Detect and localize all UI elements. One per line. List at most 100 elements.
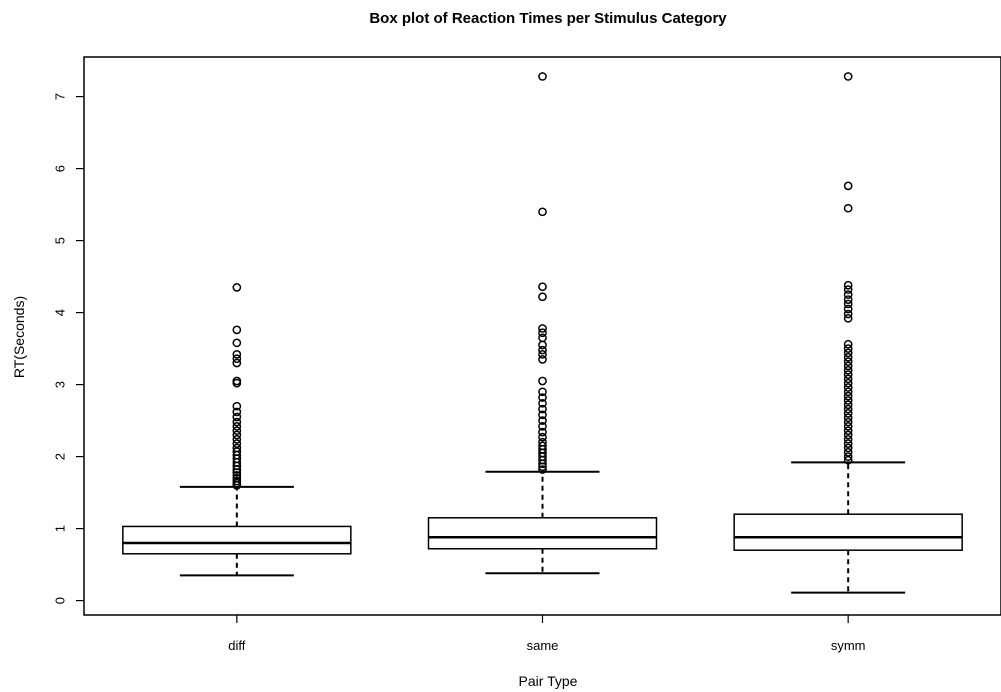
outlier-point-symm-34	[843, 285, 853, 294]
outlier-point-same-27	[538, 282, 547, 292]
outlier-point-same-15	[538, 398, 547, 408]
box-iqr-same	[427, 517, 658, 550]
y-tick-label-2: 2	[53, 453, 68, 460]
y-tick-label-6: 6	[53, 165, 68, 172]
outlier-point-diff-18	[232, 417, 242, 427]
x-axis: diff same symm	[228, 615, 866, 653]
y-tick-label-7: 7	[53, 93, 68, 100]
outlier-point-diff-13	[232, 439, 242, 448]
y-tick-label-4: 4	[53, 309, 68, 316]
x-tick-label-same: same	[527, 638, 559, 653]
outlier-point-diff-19	[232, 412, 242, 422]
outlier-point-symm-24	[843, 352, 853, 362]
outlier-point-symm-5	[843, 434, 853, 444]
box-group-same	[427, 72, 658, 575]
outlier-point-symm-7	[843, 426, 853, 436]
outlier-point-diff-28	[232, 325, 242, 335]
outlier-point-symm-4	[843, 439, 853, 448]
y-tick-label-5: 5	[53, 237, 68, 244]
outlier-point-symm-29	[843, 309, 853, 319]
x-tick-label-diff: diff	[228, 638, 245, 653]
outlier-point-same-22	[538, 340, 547, 350]
outlier-point-same-16	[538, 393, 547, 402]
x-axis-label: Pair Type	[519, 673, 578, 689]
outlier-point-symm-8	[843, 422, 853, 431]
outlier-point-symm-19	[843, 374, 853, 384]
outlier-point-diff-2	[232, 476, 242, 486]
box-iqr-symm	[733, 513, 963, 551]
outlier-point-symm-35	[843, 280, 853, 290]
outlier-point-symm-26	[843, 344, 853, 353]
outlier-point-symm-14	[843, 396, 853, 405]
outlier-point-diff-21	[232, 401, 242, 411]
outlier-point-symm-16	[843, 387, 853, 397]
outlier-point-symm-3	[843, 443, 853, 453]
outlier-point-symm-27	[843, 339, 853, 349]
outlier-point-diff-16	[232, 426, 242, 436]
outlier-point-symm-20	[843, 370, 853, 379]
y-tick-label-1: 1	[53, 525, 68, 532]
outlier-point-same-19	[538, 355, 547, 364]
outlier-point-symm-37	[843, 181, 853, 191]
box-iqr-diff	[122, 525, 352, 555]
outlier-point-same-20	[538, 350, 547, 359]
outlier-point-diff-20	[232, 407, 242, 417]
outlier-point-diff-29	[232, 283, 242, 292]
outlier-point-symm-23	[843, 357, 853, 366]
outlier-point-same-14	[538, 404, 547, 414]
outlier-point-symm-2	[843, 447, 853, 457]
outlier-point-symm-25	[843, 348, 853, 358]
outlier-point-symm-17	[843, 383, 853, 392]
outlier-point-symm-12	[843, 404, 853, 414]
outlier-point-symm-15	[843, 391, 853, 401]
outlier-point-symm-1	[843, 452, 853, 461]
y-tick-label-3: 3	[53, 381, 68, 388]
outlier-point-diff-17	[232, 422, 242, 431]
outlier-point-symm-36	[843, 203, 853, 213]
outlier-point-symm-38	[843, 72, 853, 81]
outlier-point-same-28	[538, 207, 547, 217]
outlier-point-diff-24	[232, 358, 242, 368]
outlier-point-symm-31	[843, 299, 853, 309]
outlier-point-same-8	[538, 437, 547, 447]
outlier-point-symm-21	[843, 365, 853, 375]
outlier-point-same-17	[538, 387, 547, 397]
outlier-point-symm-28	[843, 314, 853, 323]
boxes-layer	[122, 72, 963, 594]
outlier-point-symm-11	[843, 409, 853, 418]
outlier-point-symm-33	[843, 290, 853, 299]
chart-title: Box plot of Reaction Times per Stimulus …	[369, 10, 727, 27]
outlier-point-symm-6	[843, 430, 853, 440]
outlier-point-same-21	[538, 345, 547, 355]
outlier-point-diff-25	[232, 354, 242, 364]
outlier-point-diff-23	[232, 376, 242, 386]
y-tick-label-0: 0	[53, 597, 68, 604]
outlier-point-symm-10	[843, 413, 853, 423]
x-tick-label-symm: symm	[831, 638, 866, 653]
outlier-point-diff-12	[232, 443, 242, 453]
outlier-point-diff-26	[232, 350, 242, 359]
box-group-diff	[122, 283, 352, 577]
outlier-point-symm-13	[843, 400, 853, 410]
outlier-point-same-29	[538, 72, 547, 81]
outlier-point-symm-18	[843, 378, 853, 388]
outlier-point-diff-14	[232, 434, 242, 444]
outlier-point-symm-22	[843, 361, 853, 371]
outlier-point-same-24	[538, 328, 547, 338]
outlier-point-symm-9	[843, 417, 853, 427]
outlier-point-same-12	[538, 416, 547, 425]
box-group-symm	[733, 72, 963, 594]
outlier-point-diff-3	[232, 473, 242, 483]
y-axis-label: RT(Seconds)	[11, 296, 27, 378]
outlier-point-same-13	[538, 410, 547, 420]
outlier-point-same-11	[538, 422, 547, 431]
outlier-point-same-0	[538, 465, 547, 474]
outlier-point-same-18	[538, 376, 547, 386]
outlier-point-symm-32	[843, 295, 853, 304]
outlier-point-same-9	[538, 432, 547, 442]
outlier-point-diff-15	[232, 430, 242, 440]
y-axis: 0 1 2 3 4 5 6 7	[53, 93, 84, 604]
outlier-point-diff-4	[232, 470, 242, 480]
outlier-point-same-10	[538, 427, 547, 437]
